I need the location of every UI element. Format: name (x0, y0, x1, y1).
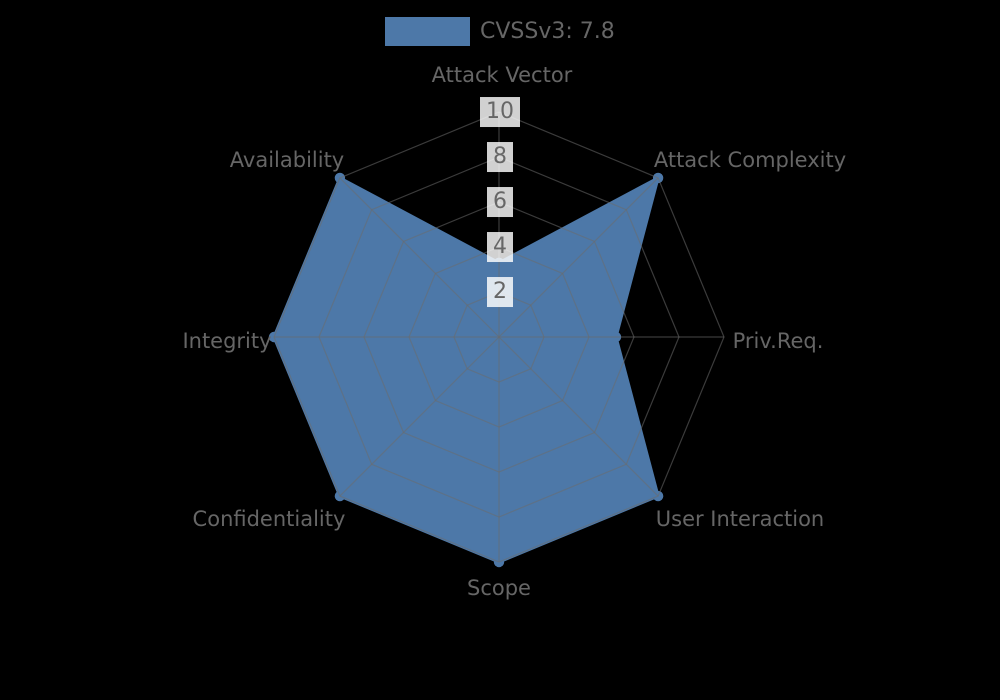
tick-label-8: 8 (487, 142, 513, 172)
axis-label-confidentiality: Confidentiality (192, 507, 346, 531)
legend: CVSSv3: 7.8 (385, 17, 615, 46)
axis-label-attack-complexity: Attack Complexity (653, 148, 847, 172)
grid-spoke-availability (339, 177, 500, 338)
axis-label-integrity: Integrity (182, 329, 272, 353)
tick-label-4: 4 (487, 232, 513, 262)
axis-label-availability: Availability (229, 148, 345, 172)
axis-label-attack-vector: Attack Vector (431, 63, 573, 87)
grid-spoke-user-interaction (498, 336, 659, 497)
tick-label-2: 2 (487, 277, 513, 307)
legend-label: CVSSv3: 7.8 (480, 19, 615, 44)
tick-label-6: 6 (487, 187, 513, 217)
axis-label-user-interaction: User Interaction (655, 507, 825, 531)
grid-spoke-attack-complexity (498, 177, 659, 338)
legend-swatch (385, 17, 470, 46)
tick-label-10: 10 (480, 97, 520, 127)
axis-label-scope: Scope (467, 576, 531, 600)
axis-label-priv-req: Priv.Req. (732, 329, 824, 353)
grid-spoke-confidentiality (339, 336, 500, 497)
